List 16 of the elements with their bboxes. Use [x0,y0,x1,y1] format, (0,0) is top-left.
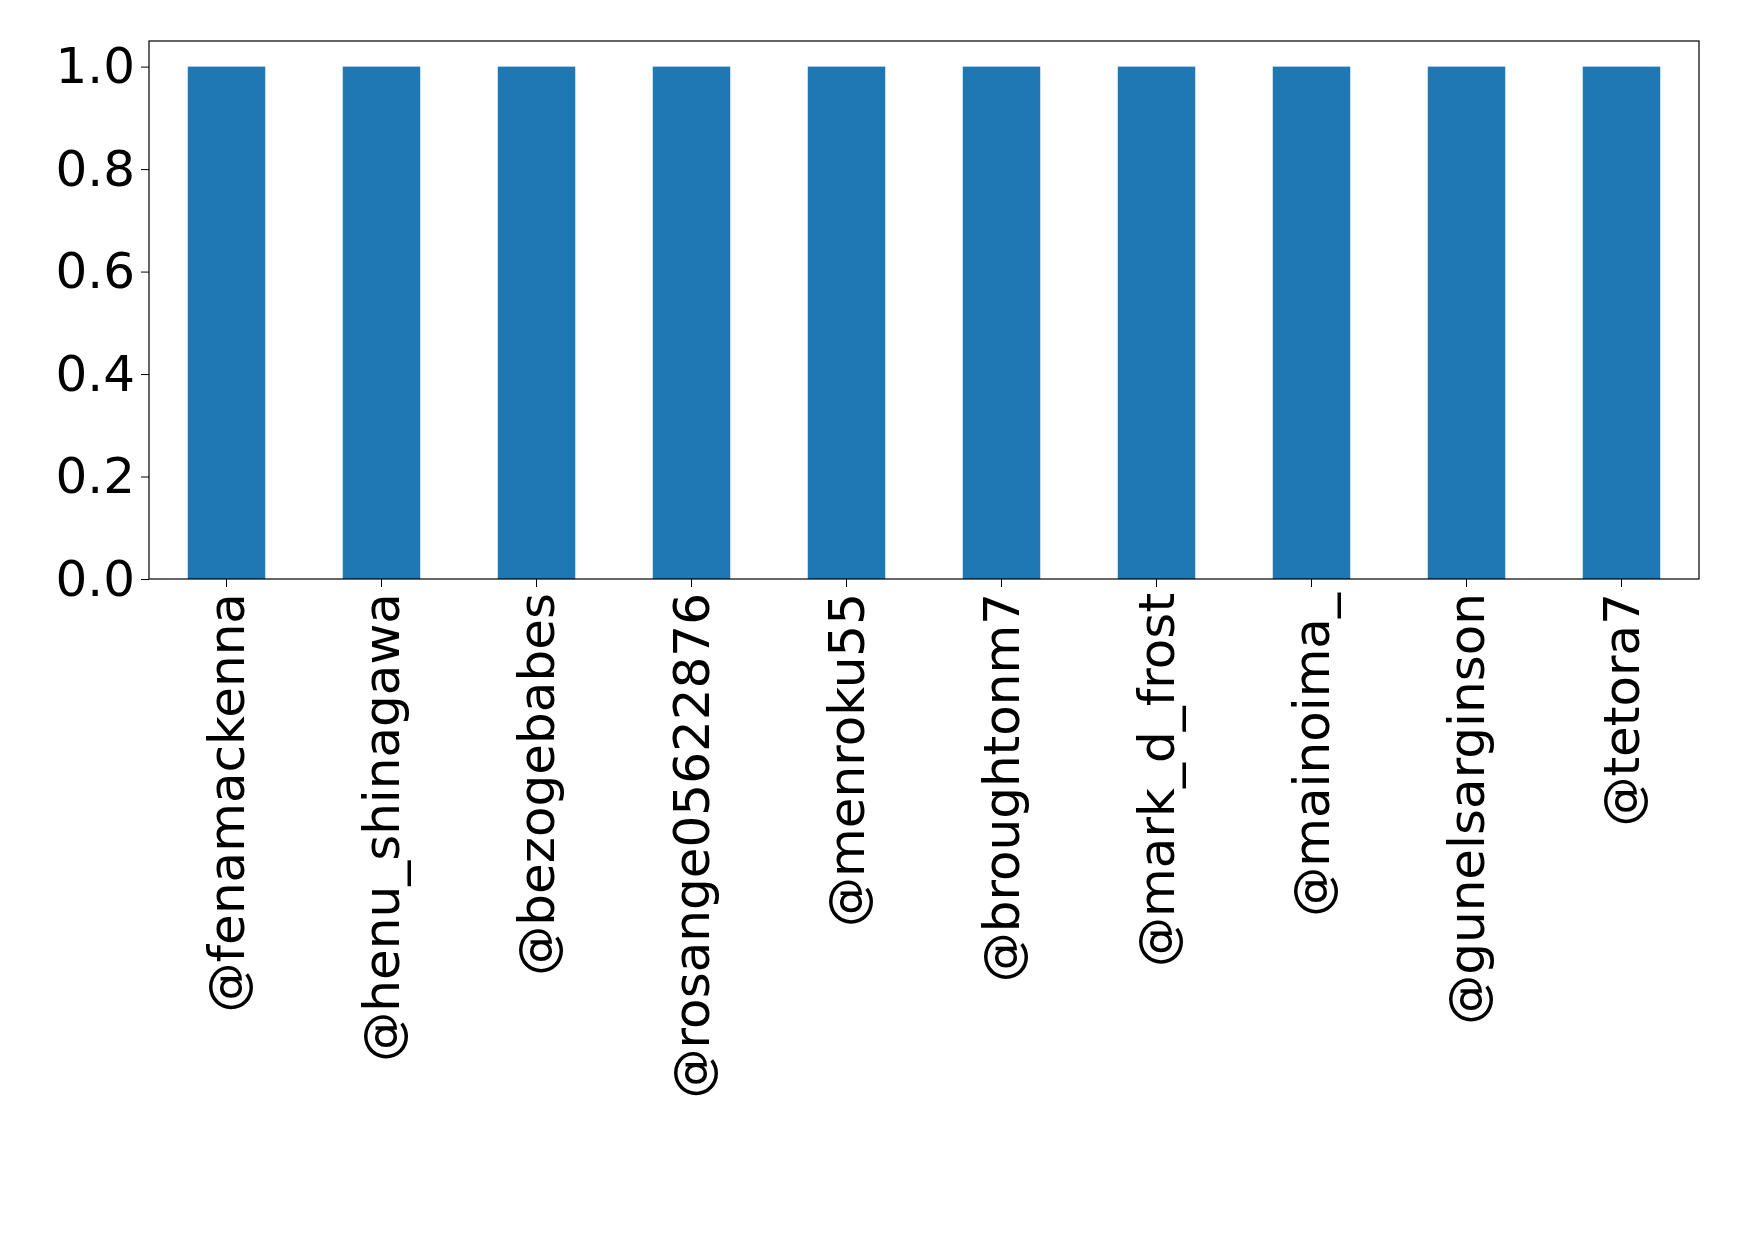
x-tick-label: @bezogebabes [508,593,566,976]
x-tick-label: @broughtonm7 [973,593,1031,983]
x-tick-label: @mark_d_frost [1128,593,1186,967]
x-tick-label: @tetora7 [1593,593,1651,827]
y-tick-label: 0.0 [55,549,135,608]
y-tick-label: 0.8 [55,139,135,198]
x-tick-label: @menroku55 [818,593,876,927]
y-tick-label: 0.6 [55,242,135,301]
y-tick-label: 0.2 [55,447,135,506]
x-tick-label: @henu_shinagawa [353,593,411,1062]
y-tick-label: 1.0 [55,37,135,96]
y-tick-label: 0.4 [55,344,135,403]
x-tick-label: @rosange05622876 [663,593,721,1099]
x-tick-label: @mainoima_ [1283,592,1341,917]
x-tick-label: @fenamackenna [198,593,256,1013]
x-tick-label: @gunelsarginson [1438,593,1496,1025]
